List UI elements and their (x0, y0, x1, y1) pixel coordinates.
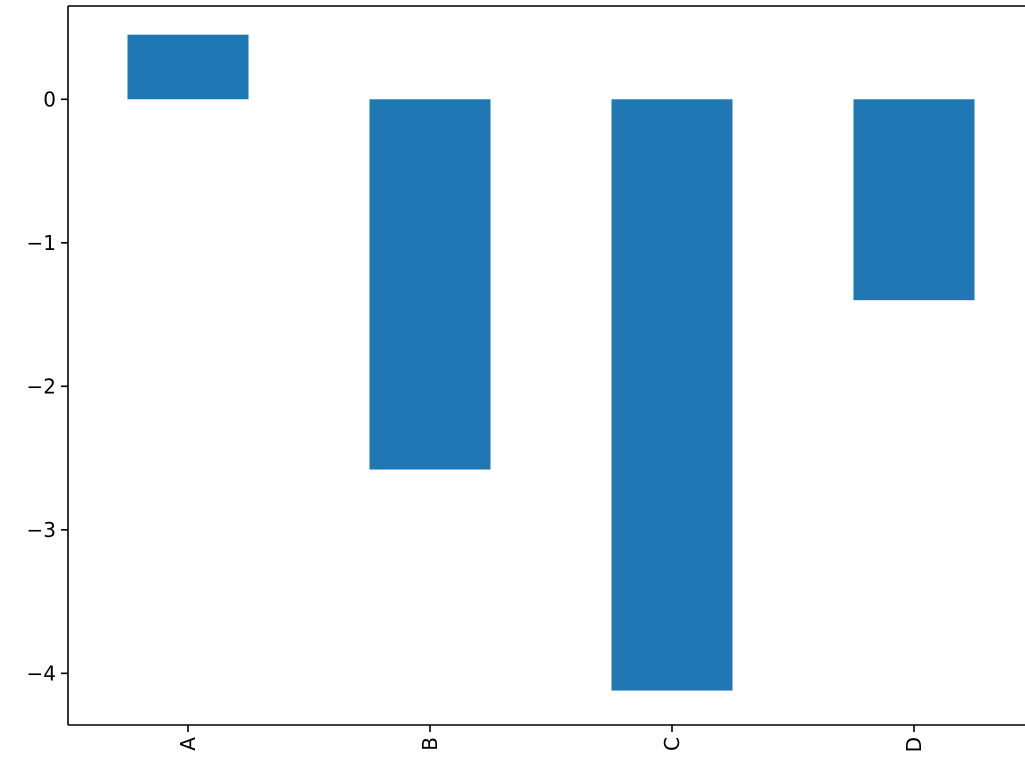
y-tick-label: −4 (27, 661, 56, 685)
bar-B (370, 99, 491, 469)
y-tick-label: −3 (27, 518, 56, 542)
x-tick-label-C: C (660, 737, 684, 751)
bar-A (128, 35, 249, 100)
y-tick-label: 0 (43, 87, 56, 111)
bars-group (128, 35, 975, 691)
x-tick-label-D: D (902, 737, 926, 752)
x-tick-label-A: A (176, 737, 200, 751)
x-axis: A B C D (176, 725, 926, 752)
bar-D (854, 99, 975, 300)
x-tick-label-B: B (418, 737, 442, 751)
bar-C (612, 99, 733, 690)
y-tick-label: −2 (27, 374, 56, 398)
y-axis: 0 −1 −2 −3 −4 (27, 87, 68, 685)
y-tick-label: −1 (27, 231, 56, 255)
